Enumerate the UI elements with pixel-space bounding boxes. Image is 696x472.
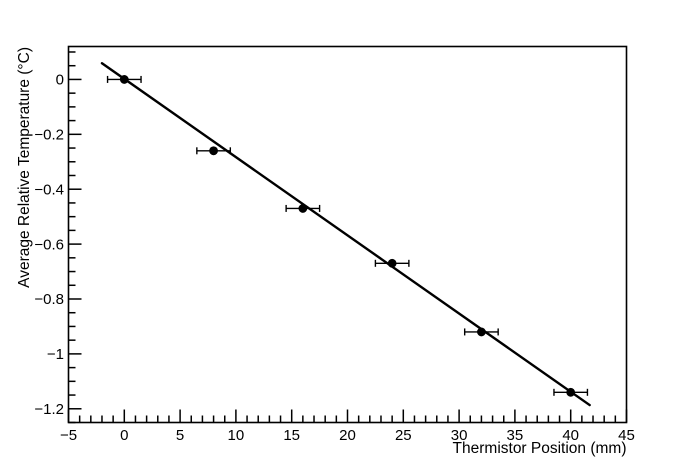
- y-tick-label: −0.6: [34, 236, 64, 253]
- y-tick-label: −1: [47, 346, 64, 363]
- x-tick-label: 45: [618, 427, 635, 444]
- x-tick-label: 10: [228, 427, 245, 444]
- x-tick-label: 25: [395, 427, 412, 444]
- y-tick-label: −0.8: [34, 291, 64, 308]
- fit-line: [100, 62, 591, 407]
- data-point-marker: [387, 258, 397, 268]
- x-tick-label: 30: [451, 427, 468, 444]
- x-tick-label: 20: [339, 427, 356, 444]
- x-tick-label: 0: [120, 427, 128, 444]
- tick-labels-layer: −5 0 5 10 15 20 25 30 35 40 45 0 −0.2 −0.4 −0.6 −0.8 −1 −…: [34, 72, 634, 444]
- y-tick-label: −1.2: [34, 401, 64, 418]
- x-tick-label: 35: [507, 427, 524, 444]
- fit-line-layer: [100, 62, 591, 407]
- axis-ticks-layer: [67, 51, 628, 424]
- x-tick-label: 40: [562, 427, 579, 444]
- data-point-marker: [209, 146, 218, 156]
- data-point-marker: [298, 204, 308, 213]
- y-tick-label: −0.2: [34, 127, 64, 144]
- data-points-layer: [106, 75, 589, 397]
- y-axis-title: Average Relative Temperature (°C): [16, 47, 33, 288]
- x-axis-title: Thermistor Position (mm): [453, 440, 627, 457]
- y-tick-label: −0.4: [34, 181, 64, 198]
- x-tick-label: −5: [60, 427, 77, 444]
- data-point-marker: [119, 75, 129, 84]
- data-point-marker: [477, 327, 486, 337]
- data-point-marker: [566, 387, 576, 397]
- y-tick-label: 0: [56, 72, 64, 89]
- x-tick-label: 5: [176, 427, 184, 444]
- x-tick-label: 15: [283, 427, 300, 444]
